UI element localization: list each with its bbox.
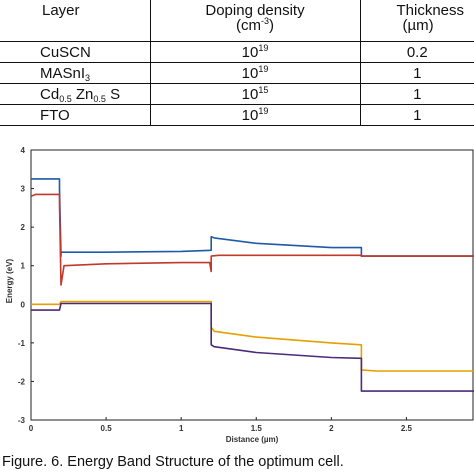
x-tick-label: 2 [329, 424, 334, 433]
header-thickness-unit: (µm) [402, 17, 434, 34]
y-tick-label: 0 [21, 300, 26, 309]
x-tick-label: 1 [179, 424, 184, 433]
y-tick-label: 3 [21, 185, 26, 194]
header-doping-label: Doping density [205, 2, 305, 19]
layer-name: MASnI3 [0, 62, 150, 84]
thickness-value: 1 [359, 83, 474, 105]
series-line-4 [31, 302, 474, 392]
x-axis-label: Distance (µm) [226, 435, 279, 444]
layer-name: Cd0.5 Zn0.5 S [0, 83, 150, 105]
doping-value: 1015 [149, 83, 360, 105]
header-layer: Layer [42, 2, 80, 19]
table-row: MASnI3 1019 1 [0, 62, 474, 84]
layer-parameters-table: Layer Doping density (cm-3) Thickness (µ… [0, 0, 474, 126]
header-thickness: Thickness (µm) [359, 0, 474, 42]
table-row: FTO 1019 1 [0, 104, 474, 126]
chart-axes: -3 -2 -1 0 1 2 3 4 0 0.5 1 1.5 2 2.5 [18, 146, 474, 433]
y-tick-label: 1 [21, 262, 26, 271]
thickness-value: 1 [359, 104, 474, 126]
header-doping-unit: (cm-3) [235, 16, 274, 34]
y-tick-label: -2 [18, 377, 26, 386]
y-tick-label: 4 [21, 146, 26, 155]
layer-name: FTO [0, 104, 150, 126]
y-tick-label: 2 [21, 223, 26, 232]
table-row: CuSCN 1019 0.2 [0, 41, 474, 63]
thickness-value: 1 [359, 62, 474, 84]
series-line-2 [30, 193, 474, 286]
series-line-1 [31, 178, 474, 257]
x-tick-label: 2.5 [401, 424, 413, 433]
figure-caption: Figure. 6. Energy Band Structure of the … [2, 454, 344, 470]
doping-value: 1019 [149, 41, 360, 63]
header-doping: Doping density (cm-3) [149, 0, 360, 42]
x-tick-label: 1.5 [251, 424, 263, 433]
series-line-3 [31, 300, 474, 372]
table-header-row: Layer Doping density (cm-3) Thickness (µ… [0, 0, 474, 42]
chart-series [30, 178, 474, 392]
header-thickness-label: Thickness [396, 2, 465, 19]
y-axis-label: Energy (eV) [5, 258, 14, 303]
plot-frame [30, 149, 474, 421]
x-tick-label: 0 [29, 424, 34, 433]
doping-value: 1019 [149, 104, 360, 126]
table-row: Cd0.5 Zn0.5 S 1015 1 [0, 83, 474, 105]
x-tick-label: 0.5 [101, 424, 113, 433]
doping-value: 1019 [149, 62, 360, 84]
y-tick-label: -1 [18, 339, 26, 348]
energy-band-chart: -3 -2 -1 0 1 2 3 4 0 0.5 1 1.5 2 2.5 Energy (eV) Dist… [5, 146, 474, 444]
layer-name: CuSCN [0, 41, 150, 63]
y-tick-label: -3 [18, 416, 26, 425]
thickness-value: 0.2 [359, 41, 474, 63]
